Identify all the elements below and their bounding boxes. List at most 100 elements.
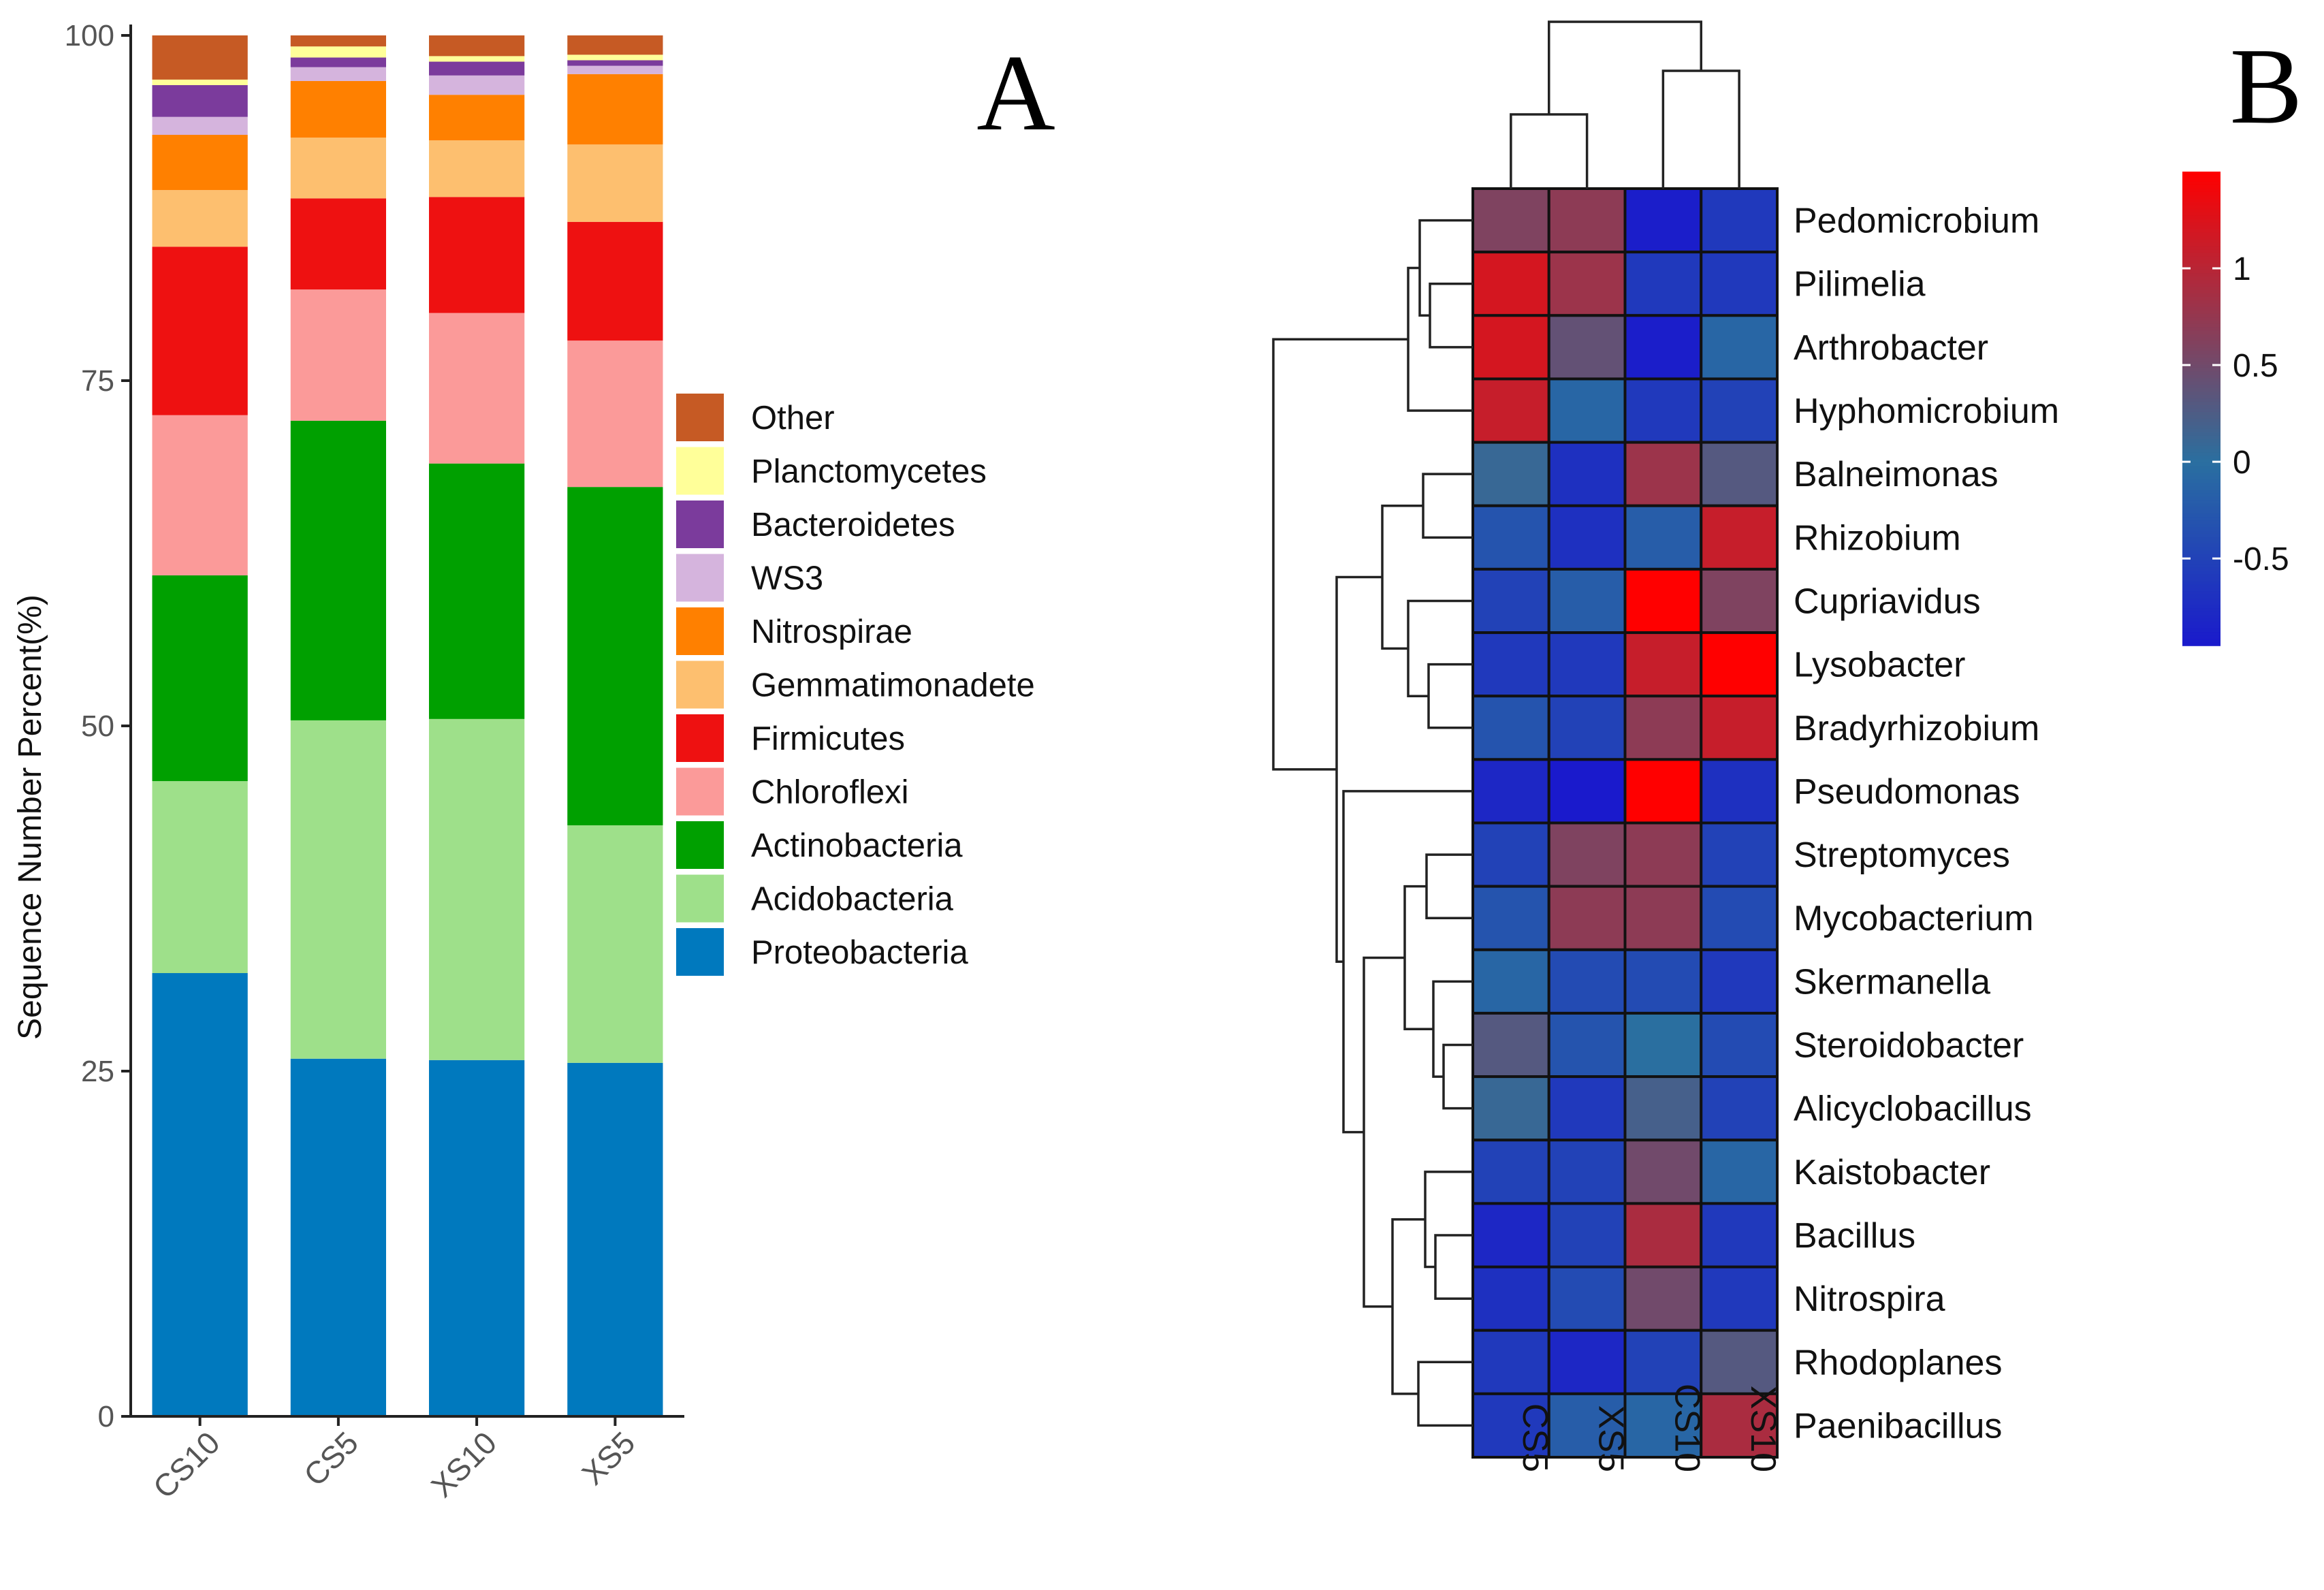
- heat-cell-bacillus-xs10: [1700, 1202, 1779, 1269]
- x-tick-label-cs10: CS10: [146, 1425, 227, 1505]
- colorbar-segment: [2182, 520, 2220, 524]
- colorbar-segment: [2182, 225, 2220, 230]
- colorbar-segment: [2182, 344, 2220, 349]
- bar-segment-cs5-proteobacteria: [290, 1058, 386, 1416]
- heat-cell-bradyrhizobium-xs10: [1700, 695, 1779, 761]
- heat-cell-alicyclobacillus-xs5: [1547, 1075, 1627, 1142]
- heat-cell-pedomicrobium-xs5: [1547, 187, 1627, 254]
- row-dendrogram-branch: [1418, 219, 1473, 317]
- heat-cell-nitrospira-cs5: [1471, 1265, 1550, 1332]
- legend-swatch-proteobacteria: [676, 928, 724, 976]
- heat-cell-paenibacillus-cs10: [1623, 1392, 1703, 1459]
- colorbar-segment: [2182, 364, 2220, 369]
- colorbar-segment: [2182, 493, 2220, 498]
- colorbar-segment: [2182, 229, 2220, 234]
- x-tick-label-xs5: XS5: [575, 1425, 641, 1491]
- colorbar-segment: [2182, 340, 2220, 345]
- heat-cell-pilimelia-cs5: [1471, 251, 1550, 317]
- colorbar-tick-label: 0: [2233, 445, 2251, 481]
- colorbar-segment: [2182, 263, 2220, 267]
- heat-cell-bacillus-xs5: [1547, 1202, 1627, 1269]
- legend-label-gemmatimonadete: Gemmatimonadete: [751, 667, 1035, 704]
- bar-segment-xs10-bacteroidetes: [429, 61, 525, 76]
- bar-segment-cs5-nitrospirae: [290, 80, 386, 138]
- colorbar-segment: [2182, 303, 2220, 308]
- legend-label-acidobacteria: Acidobacteria: [751, 881, 954, 918]
- dendrograms: [1272, 20, 1740, 1427]
- legend-swatch-other: [676, 394, 724, 441]
- colorbar-segment: [2182, 395, 2220, 399]
- bar-segment-xs10-planctomycetes: [429, 56, 525, 62]
- legend-swatch-actinobacteria: [676, 821, 724, 869]
- heat-cell-pilimelia-xs5: [1547, 251, 1627, 317]
- colorbar-segment: [2182, 287, 2220, 291]
- colorbar-segment: [2182, 442, 2220, 447]
- row-label-pedomicrobium: Pedomicrobium: [1794, 202, 2039, 241]
- y-axis-label: Sequence Number Percent(%): [12, 594, 48, 1040]
- heat-cell-lysobacter-xs10: [1700, 631, 1779, 698]
- colorbar-segment: [2182, 425, 2220, 430]
- bar-segment-xs5-proteobacteria: [567, 1062, 663, 1416]
- colorbar-segment: [2182, 490, 2220, 494]
- colorbar-segment: [2182, 266, 2220, 270]
- bar-segment-cs10-other: [152, 35, 248, 80]
- colorbar-segment: [2182, 632, 2220, 636]
- y-tick-label: 0: [98, 1400, 114, 1433]
- colorbar-segment: [2182, 483, 2220, 488]
- colorbar-segment: [2182, 611, 2220, 616]
- colorbar-segment: [2182, 212, 2220, 217]
- colorbar-segment: [2182, 392, 2220, 396]
- colorbar-segment: [2182, 313, 2220, 318]
- colorbar-segment: [2182, 270, 2220, 274]
- colorbar-segment: [2182, 543, 2220, 548]
- colorbar-segment: [2182, 530, 2220, 535]
- bar-segment-xs5-firmicutes: [567, 221, 663, 341]
- colorbar-segment: [2182, 357, 2220, 362]
- row-label-rhodoplanes: Rhodoplanes: [1794, 1343, 2002, 1382]
- colorbar-segment: [2182, 479, 2220, 484]
- colorbar-segment: [2182, 191, 2220, 196]
- row-dendrogram-branch: [1407, 599, 1473, 697]
- colorbar-segment: [2182, 513, 2220, 518]
- bar-segment-cs5-other: [290, 35, 386, 47]
- heat-cell-bradyrhizobium-cs10: [1623, 695, 1703, 761]
- heat-cell-skermanella-xs5: [1547, 948, 1627, 1015]
- heat-cell-balneimonas-cs10: [1623, 441, 1703, 507]
- heat-cell-arthrobacter-cs10: [1623, 314, 1703, 381]
- bar-segment-cs10-chloroflexi: [152, 415, 248, 575]
- row-dendrogram-branch: [1432, 980, 1473, 1078]
- colorbar-segment: [2182, 375, 2220, 379]
- colorbar-segment: [2182, 567, 2220, 572]
- heat-cell-steroidobacter-cs5: [1471, 1011, 1550, 1079]
- colorbar-segment: [2182, 635, 2220, 639]
- colorbar-segment: [2182, 601, 2220, 606]
- row-label-streptomyces: Streptomyces: [1794, 836, 2010, 875]
- heat-cell-pseudomonas-xs5: [1547, 758, 1627, 825]
- heat-cell-mycobacterium-cs5: [1471, 885, 1550, 951]
- heat-cell-pilimelia-xs10: [1700, 251, 1779, 317]
- row-label-paenibacillus: Paenibacillus: [1794, 1406, 2002, 1446]
- colorbar-segment: [2182, 432, 2220, 436]
- colorbar-segment: [2182, 188, 2220, 193]
- heat-cell-hyphomicrobium-cs10: [1623, 377, 1703, 444]
- heat-cell-rhodoplanes-xs10: [1700, 1329, 1779, 1395]
- bar-segment-xs5-bacteroidetes: [567, 60, 663, 66]
- colorbar-segment: [2182, 625, 2220, 629]
- bar-segment-xs10-nitrospirae: [429, 95, 525, 141]
- colorbar-segment: [2182, 409, 2220, 413]
- colorbar-tick-label: 0.5: [2233, 348, 2278, 384]
- legend-swatch-acidobacteria: [676, 874, 724, 923]
- colorbar-segment: [2182, 405, 2220, 409]
- heat-cell-rhodoplanes-cs10: [1623, 1329, 1703, 1395]
- colorbar-segment: [2182, 473, 2220, 477]
- colorbar-segment: [2182, 524, 2220, 528]
- row-label-nitrospira: Nitrospira: [1794, 1279, 1945, 1319]
- heat-cell-alicyclobacillus-cs10: [1623, 1075, 1703, 1142]
- colorbar-segment: [2182, 174, 2220, 179]
- row-dendrogram-branch: [1442, 1043, 1473, 1110]
- legend-label-proteobacteria: Proteobacteria: [751, 934, 968, 971]
- bar-segment-xs5-ws3: [567, 65, 663, 74]
- colorbar-segment: [2182, 608, 2220, 613]
- colorbar-segment: [2182, 503, 2220, 507]
- heat-cell-steroidobacter-cs10: [1623, 1011, 1703, 1079]
